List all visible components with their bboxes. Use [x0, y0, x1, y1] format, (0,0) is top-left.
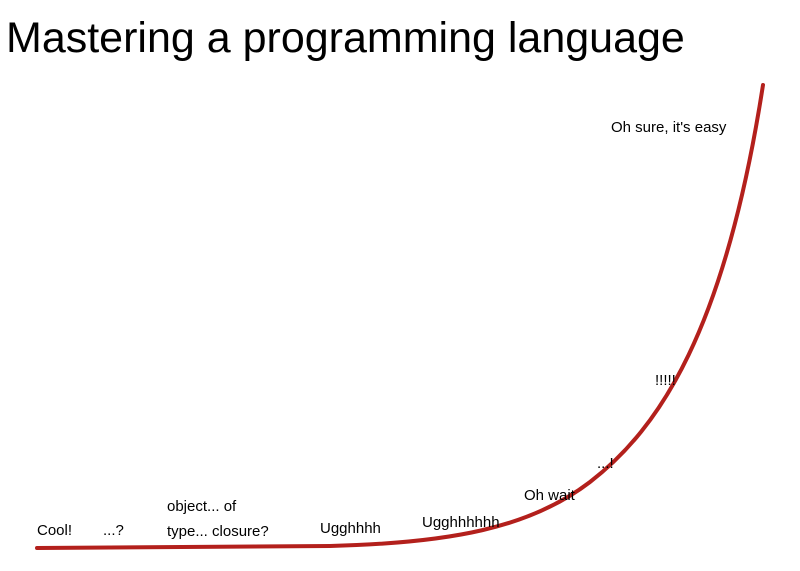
- curve-label: ...!: [597, 455, 614, 472]
- curve-label: Oh wait: [524, 487, 576, 504]
- curve-label: !!!!!: [655, 372, 676, 389]
- slide-title: Mastering a programming language: [6, 14, 685, 62]
- curve-label: ...?: [103, 522, 124, 539]
- curve-label: Ugghhhh: [320, 520, 381, 537]
- curve-label: Ugghhhhhh: [422, 514, 500, 531]
- curve-label: type... closure?: [167, 523, 269, 540]
- curve-label: Cool!: [37, 522, 72, 539]
- learning-curve: [35, 83, 765, 550]
- curve-label: Oh sure, it's easy: [611, 119, 727, 136]
- curve-label: object... of: [167, 498, 237, 515]
